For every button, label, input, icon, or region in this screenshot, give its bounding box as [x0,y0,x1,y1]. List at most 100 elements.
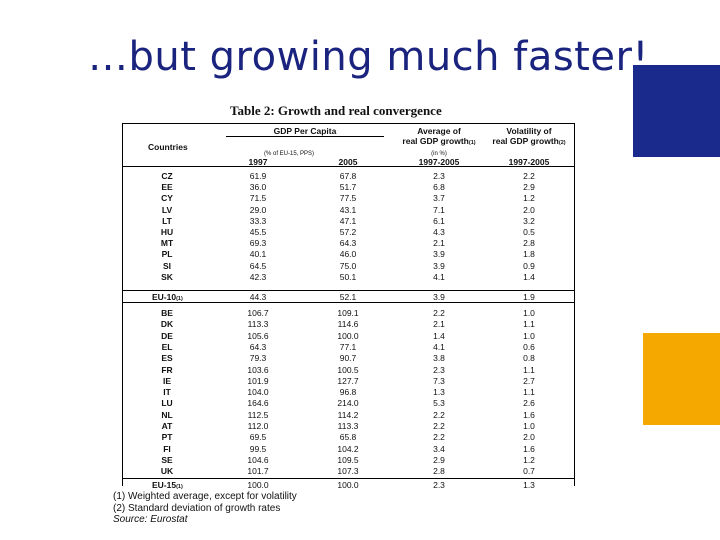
table-cell: 0.6 [523,341,535,352]
table-cell: 3.4 [433,443,445,454]
note-weighted-average: (1) Weighted average, except for volatil… [113,491,297,502]
volatility-note: (2) [558,140,566,146]
country-code: EE [161,182,173,193]
navy-decoration-block [633,65,720,157]
table-cell: 1.6 [523,409,535,420]
table-cell: 101.9 [247,375,269,386]
header-gdp-unit: (% of EU-15, PPS) [263,151,315,157]
eu15-note: (1) [176,484,183,490]
eu10-gdp-2005: 52.1 [339,292,357,302]
table-cell: 2.6 [523,398,535,409]
table-cell: 1.1 [523,364,535,375]
table-notes: (1) Weighted average, except for volatil… [113,491,297,526]
table-cell: 57.2 [339,227,357,237]
table-cell: 106.7 [247,308,269,318]
table-cell: 4.1 [433,341,445,352]
country-code: FI [163,443,171,454]
right-border [574,123,575,486]
table-cell: 1.2 [523,193,535,204]
country-code: LU [161,398,173,409]
country-code: FR [161,364,173,375]
country-code: BE [161,308,173,318]
table-cell: 103.6 [247,364,269,375]
table-cell: 109.1 [337,308,359,318]
eu10-avg-growth: 3.9 [433,292,445,302]
table-cell: 51.7 [339,182,357,193]
table-cell: 33.3 [249,215,267,226]
table-cell: 77.5 [339,193,357,204]
table-cell: 164.6 [247,398,269,409]
table-cell: 2.3 [433,364,445,375]
table-cell: 2.8 [433,466,445,477]
table-cell: 113.3 [337,421,359,431]
table-cell: 69.3 [249,238,267,249]
eu15-label-text: EU-15 [152,480,177,490]
table-cell: 0.5 [523,227,535,237]
country-code: CY [161,193,173,204]
table-cell: 105.6 [247,330,269,341]
table-cell: 2.9 [433,454,445,465]
table-cell: 1.1 [523,319,535,330]
table-cell: 4.1 [433,271,445,282]
table-cell: 2.1 [433,319,445,330]
table-cell: 2.1 [433,238,445,249]
table-cell: 1.0 [523,308,535,318]
eu10-gdp-1997: 44.3 [249,292,267,302]
header-avg-growth-line2: real GDP growth(1) [402,136,475,148]
country-code: HU [160,227,174,237]
table-cell: 61.9 [249,171,267,181]
table-cell: 3.2 [523,215,535,226]
table-cell: 6.1 [433,215,445,226]
avg-growth-label: real GDP growth [402,136,469,146]
country-code: IE [162,375,172,386]
note-standard-deviation: (2) Standard deviation of growth rates [113,502,281,514]
table-cell: 104.0 [247,387,269,398]
table-cell: 4.3 [433,227,445,237]
table-cell: 109.5 [337,454,359,465]
country-code: DK [160,319,174,330]
country-code: DE [161,330,173,341]
left-border [122,123,123,486]
table-cell: 1.1 [523,387,535,398]
table-cell: 1.4 [523,271,535,282]
table-cell: 90.7 [339,353,357,364]
table-cell: 71.5 [249,193,267,204]
slide-title: …but growing much faster! [88,34,649,80]
table-top-rule [122,123,575,124]
table-cell: 107.3 [337,466,359,477]
table-cell: 99.5 [249,443,267,454]
table-cell: 2.7 [523,375,535,386]
table-cell: 127.7 [337,375,359,386]
country-code: PL [161,249,173,260]
header-gdp-per-capita: GDP Per Capita [273,126,337,136]
header-year-2005: 2005 [338,157,358,167]
country-code: UK [160,466,174,477]
header-volatility-line2: real GDP growth(2) [492,136,565,148]
table-cell: 2.2 [433,432,445,443]
table-cell: 214.0 [337,398,359,409]
table-cell: 0.9 [523,260,535,271]
table-cell: 2.3 [433,171,445,181]
header-avg-growth-line1: Average of [417,126,461,136]
eu10-volatility: 1.9 [523,292,535,302]
table-cell: 2.2 [433,308,445,318]
table-cell: 3.9 [433,249,445,260]
table-cell: 2.2 [523,171,535,181]
gdp-header-rule [226,136,384,137]
table-cell: 64.3 [249,341,267,352]
table-cell: 2.0 [523,432,535,443]
table-cell: 104.2 [337,443,359,454]
table-cell: 3.7 [433,193,445,204]
header-countries: Countries [148,142,188,152]
table-cell: 100.5 [337,364,359,375]
table-cell: 2.8 [523,238,535,249]
eu15-top-rule [122,478,575,479]
table-cell: 5.3 [433,398,445,409]
table-cell: 64.3 [339,238,357,249]
country-code: SK [161,271,173,282]
eu15-gdp-1997: 100.0 [247,480,269,490]
eu10-note: (1) [176,296,183,302]
table-cell: 1.2 [523,454,535,465]
table-cell: 67.8 [339,171,357,181]
table-cell: 47.1 [339,215,357,226]
